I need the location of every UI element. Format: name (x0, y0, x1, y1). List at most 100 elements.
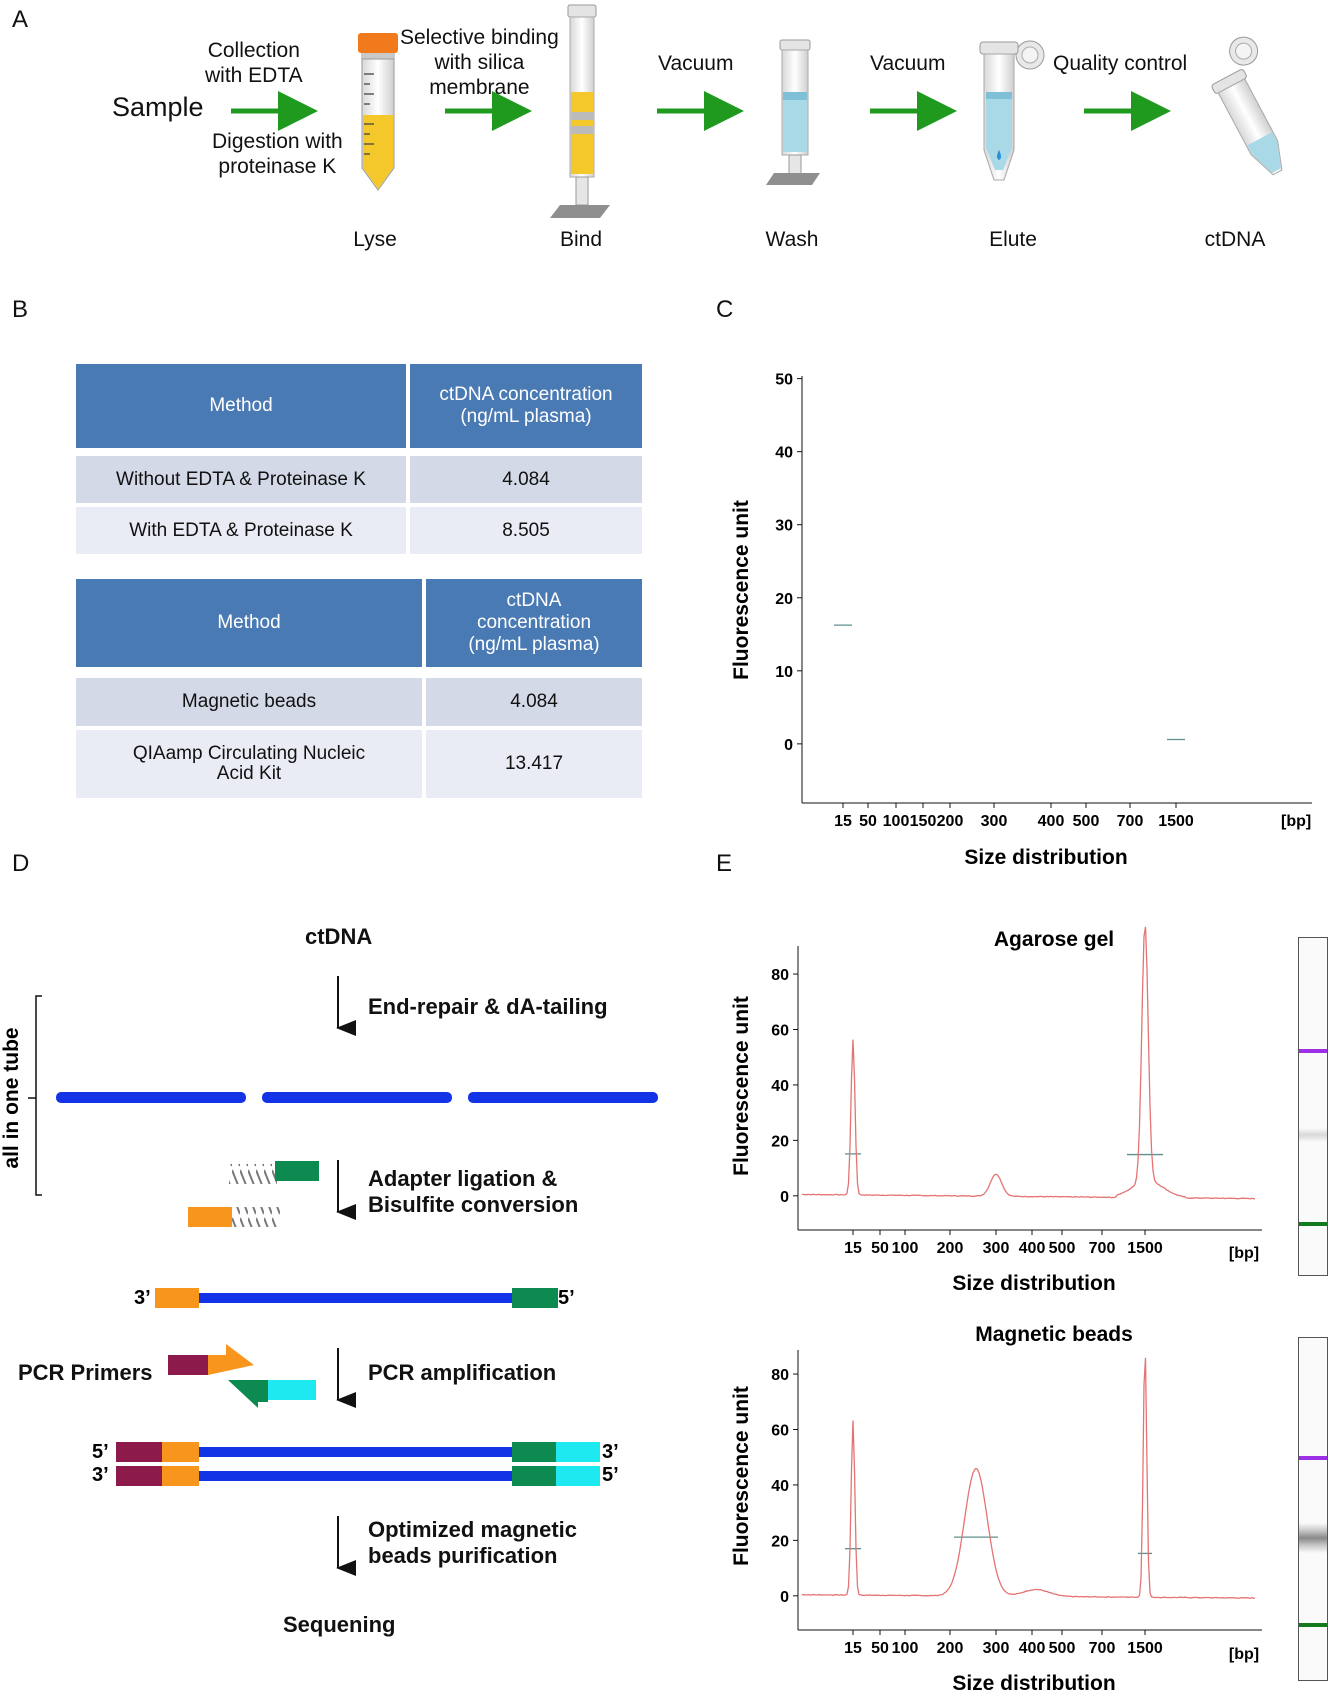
gel-band (1299, 1523, 1327, 1553)
chart-e-bottom-title: Magnetic beads (975, 1323, 1133, 1346)
gel-band (1299, 1128, 1327, 1142)
chart-e-top: 0 20 40 60 80 15 50 100 200 300 400 500 700 1500 Agar… (730, 926, 1262, 1295)
note-vacuum-2: Vacuum (870, 52, 946, 75)
y-tick-label: 20 (771, 1133, 789, 1150)
flow-pcr-primers-label: PCR Primers (18, 1360, 153, 1385)
x-tick-label: 500 (1049, 1240, 1076, 1257)
x-tick-label: 100 (883, 813, 910, 830)
x-tick-label: 15 (834, 813, 852, 830)
panel-letter-b: B (12, 296, 29, 323)
y-tick-label: 80 (771, 967, 789, 984)
table2-cell: 13.417 (426, 730, 642, 798)
end-label: 3’ (602, 1441, 619, 1463)
chart-e-top-xlabel: Size distribution (952, 1272, 1115, 1295)
x-tick-label: 100 (892, 1240, 919, 1257)
x-tick-label: 50 (871, 1640, 889, 1657)
end-label: 3’ (134, 1287, 151, 1309)
ctdna-tube-icon (1211, 36, 1283, 176)
bind-column-icon (550, 4, 610, 218)
x-tick-label: 1500 (1127, 1240, 1163, 1257)
chart-e-bottom: 0 20 40 60 80 15 50 100 200 300 400 500 700 1500 Magn… (730, 1323, 1262, 1695)
y-tick-label: 80 (771, 1367, 789, 1384)
flow-title: ctDNA (305, 924, 373, 949)
flow-step-purification: Optimized magnetic beads purification (368, 1517, 578, 1568)
adapter-orange (188, 1207, 232, 1227)
table1-cell: Without EDTA & Proteinase K (76, 456, 406, 503)
dna-fragment (56, 1092, 246, 1103)
pcr-dna-top (199, 1447, 512, 1457)
x-tick-label: 200 (937, 1640, 964, 1657)
end-label: 5’ (602, 1464, 619, 1486)
table1-cell: 4.084 (410, 456, 642, 503)
panel-letter-c: C (716, 296, 734, 323)
x-tick-label: 200 (937, 1240, 964, 1257)
step-wash: Wash (765, 228, 819, 251)
adapter-spring (229, 1164, 277, 1184)
table-method-edta: Method ctDNA concentration (ng/mL plasma… (72, 360, 646, 452)
chart-c-unit: [bp] (1281, 813, 1311, 830)
x-tick-label: 500 (1073, 813, 1100, 830)
panel-letter-d: D (12, 850, 30, 877)
panel-a-graphics (231, 4, 1283, 218)
chart-e-bottom-ylabel: Fluorescence unit (730, 1386, 753, 1566)
gel-marker-upper (1299, 1456, 1327, 1460)
note-quality-control: Quality control (1053, 52, 1188, 75)
table-row: Magnetic beads 4.084 (76, 678, 642, 726)
y-tick-label: 10 (775, 664, 793, 681)
chart-c-xlabel: Size distribution (964, 846, 1127, 869)
chart-e-bottom-xlabel: Size distribution (952, 1672, 1115, 1695)
x-tick-label: 400 (1019, 1240, 1046, 1257)
table2-cell: Magnetic beads (76, 678, 422, 726)
pcr-dna-bottom (199, 1471, 512, 1481)
table1-cell: 8.505 (410, 507, 642, 554)
table-row: QIAamp Circulating Nucleic Acid Kit 13.4… (76, 730, 642, 798)
gel-marker-lower (1299, 1222, 1327, 1226)
dna-fragment (468, 1092, 658, 1103)
x-tick-label: 500 (1049, 1640, 1076, 1657)
x-tick-label: 300 (983, 1240, 1010, 1257)
x-tick-label: 50 (871, 1240, 889, 1257)
end-label: 5’ (558, 1287, 575, 1309)
y-tick-label: 40 (771, 1078, 789, 1095)
end-label: 3’ (92, 1464, 109, 1486)
x-tick-label: 1500 (1127, 1640, 1163, 1657)
chart-c: 0 10 20 30 40 50 15 50 100 150 200 300 400 500 700 1500… (716, 340, 1312, 869)
gel-lane-beads (1298, 1337, 1328, 1681)
table2-header-concentration: ctDNA concentration (ng/mL plasma) (426, 579, 642, 667)
table2-header-method: Method (76, 579, 422, 667)
table1-header-concentration: ctDNA concentration (ng/mL plasma) (410, 364, 642, 448)
table2-cell: 4.084 (426, 678, 642, 726)
step-bind: Bind (559, 228, 603, 251)
y-tick-label: 60 (771, 1022, 789, 1039)
ligated-dna (199, 1293, 512, 1303)
pcr-primer-reverse (228, 1380, 316, 1408)
table1-cell: With EDTA & Proteinase K (76, 507, 406, 554)
table-row: With EDTA & Proteinase K 8.505 (76, 507, 642, 554)
chart-e-top-ylabel: Fluorescence unit (730, 996, 753, 1176)
chart-e-bottom-trace (802, 1357, 1256, 1599)
panel-letter-a: A (12, 6, 29, 33)
dna-fragment (262, 1092, 452, 1103)
sample-label: Sample (112, 92, 204, 122)
chart-e-top-unit: [bp] (1229, 1245, 1259, 1262)
table2-cell: QIAamp Circulating Nucleic Acid Kit (76, 730, 422, 798)
wash-column-icon (766, 39, 820, 185)
chart-e-bottom-axes: 0 20 40 60 80 15 50 100 200 300 400 500 700 1500 (771, 1367, 1163, 1657)
chart-e-top-trace (802, 926, 1256, 1200)
step-lyse: Lyse (353, 228, 397, 251)
x-tick-label: 200 (937, 813, 964, 830)
adapter-green (275, 1161, 319, 1181)
flow-final-sequencing: Sequening (283, 1612, 396, 1637)
y-tick-label: 20 (771, 1533, 789, 1550)
y-tick-label: 30 (775, 518, 793, 535)
flow-step-end-repair: End-repair & dA-tailing (368, 994, 608, 1019)
note-vacuum-1: Vacuum (658, 52, 734, 75)
table1-header-method: Method (76, 364, 406, 448)
x-tick-label: 15 (844, 1640, 862, 1657)
chart-e-top-title: Agarose gel (994, 928, 1114, 951)
x-tick-label: 100 (892, 1640, 919, 1657)
chart-c-ylabel: Fluorescence unit (730, 500, 753, 680)
chart-e-bottom-unit: [bp] (1229, 1646, 1259, 1663)
x-tick-label: 150 (910, 813, 937, 830)
table-method-edta-body: Without EDTA & Proteinase K 4.084 With E… (72, 452, 646, 558)
